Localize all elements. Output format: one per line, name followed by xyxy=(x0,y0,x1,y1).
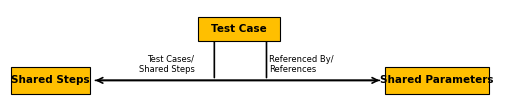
Text: Shared Parameters: Shared Parameters xyxy=(380,75,494,85)
Text: Test Cases/
Shared Steps: Test Cases/ Shared Steps xyxy=(138,55,195,74)
FancyBboxPatch shape xyxy=(385,67,489,94)
Text: Test Case: Test Case xyxy=(211,24,267,34)
Text: Shared Steps: Shared Steps xyxy=(11,75,90,85)
FancyBboxPatch shape xyxy=(11,67,90,94)
FancyBboxPatch shape xyxy=(198,17,280,41)
Text: Referenced By/
References: Referenced By/ References xyxy=(269,55,334,74)
